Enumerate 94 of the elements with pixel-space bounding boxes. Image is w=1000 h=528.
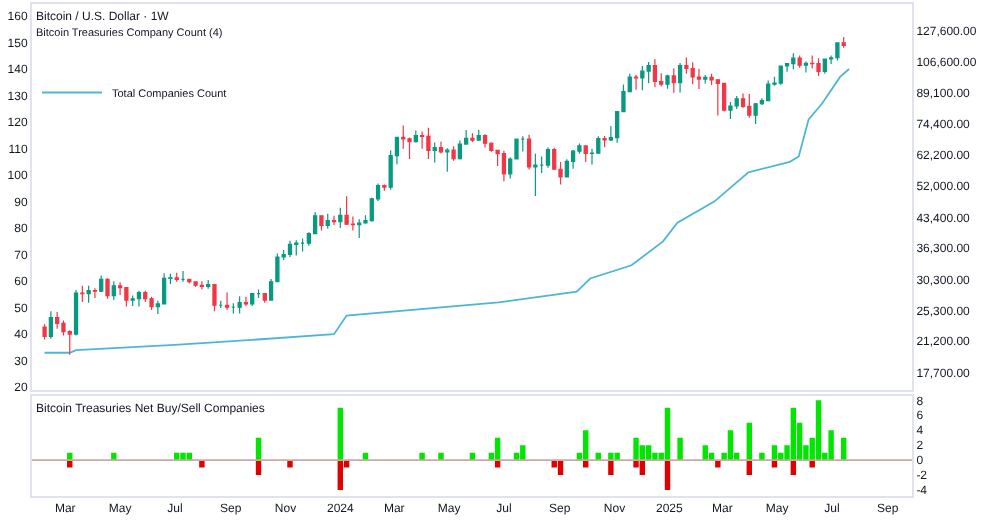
candlestick <box>212 283 217 312</box>
bar <box>664 460 671 491</box>
candlestick <box>470 132 475 143</box>
bar <box>337 407 344 461</box>
bar <box>608 460 614 476</box>
bar <box>790 407 797 461</box>
candlestick <box>526 134 532 171</box>
candlestick <box>816 57 821 77</box>
candlestick <box>841 36 846 49</box>
candlestick <box>583 145 588 163</box>
candlestick <box>250 292 255 307</box>
candlestick <box>357 218 362 239</box>
candlestick <box>722 82 727 113</box>
candlestick <box>520 135 525 153</box>
line-series <box>43 68 850 354</box>
candlestick <box>426 127 431 160</box>
candlestick <box>180 270 186 283</box>
candlestick <box>665 74 670 90</box>
candlestick <box>231 302 236 314</box>
candlestick <box>432 141 437 164</box>
candlestick <box>262 293 267 304</box>
bar <box>664 407 671 461</box>
candlestick <box>124 286 129 308</box>
candlestick <box>243 296 249 307</box>
candlestick <box>715 78 720 117</box>
candlestick <box>143 291 148 303</box>
candlestick <box>501 150 507 182</box>
candlestick <box>791 52 796 70</box>
candlestick <box>445 147 450 173</box>
candlestick <box>533 153 538 197</box>
candlestick <box>797 54 802 69</box>
candlestick <box>564 158 569 179</box>
candlestick <box>80 285 85 303</box>
candlestick <box>728 101 733 120</box>
candlestick <box>338 207 343 229</box>
candlestick <box>810 54 815 70</box>
bar <box>583 430 589 461</box>
candlestick <box>206 279 211 290</box>
candlestick <box>677 62 683 94</box>
candlestick <box>633 74 639 91</box>
candlestick <box>753 102 758 125</box>
bar <box>633 437 639 461</box>
candlestick <box>48 310 54 340</box>
candlestick <box>55 311 60 330</box>
candlestick <box>640 65 645 91</box>
candlestick <box>193 280 198 288</box>
candlestick <box>92 287 98 299</box>
bar <box>677 437 683 461</box>
candlestick <box>382 183 387 192</box>
candlestick <box>224 291 230 311</box>
candlestick <box>73 289 79 337</box>
candlestick <box>766 79 771 102</box>
candlestick <box>174 272 179 283</box>
candlestick <box>105 277 110 300</box>
candlestick <box>42 323 47 341</box>
candlestick <box>294 239 299 257</box>
candlestick <box>690 61 695 85</box>
bar <box>520 445 526 461</box>
candlestick <box>413 129 418 144</box>
candlestick <box>451 145 456 162</box>
bar <box>815 400 822 461</box>
candlestick <box>300 237 305 253</box>
bar <box>828 430 834 461</box>
candlestick <box>602 135 607 148</box>
candlestick <box>671 67 676 94</box>
candlestick <box>652 58 658 88</box>
candlestick <box>149 296 154 311</box>
candlestick <box>482 135 488 149</box>
candlestick <box>438 141 444 155</box>
candlestick <box>162 272 167 306</box>
bar <box>727 430 734 461</box>
candlestick <box>703 74 708 85</box>
candlestick <box>325 213 330 230</box>
candlestick <box>136 290 142 308</box>
candlestick <box>570 149 576 170</box>
candlestick <box>822 58 827 75</box>
candlestick <box>319 215 324 232</box>
candlestick <box>476 129 481 141</box>
candlestick <box>778 65 783 86</box>
candlestick <box>86 285 91 304</box>
candlestick <box>747 93 752 119</box>
candlestick <box>99 274 104 293</box>
candlestick <box>130 295 135 307</box>
candlestick <box>696 68 702 90</box>
bar <box>337 460 344 491</box>
candlestick <box>545 146 551 169</box>
candlestick <box>803 60 809 74</box>
candlestick <box>835 41 840 62</box>
candlestick <box>111 280 116 301</box>
candlestick <box>237 295 242 314</box>
candlestick <box>287 240 293 258</box>
candlestick <box>646 61 651 84</box>
candlestick <box>199 280 205 291</box>
candlestick <box>344 195 349 226</box>
